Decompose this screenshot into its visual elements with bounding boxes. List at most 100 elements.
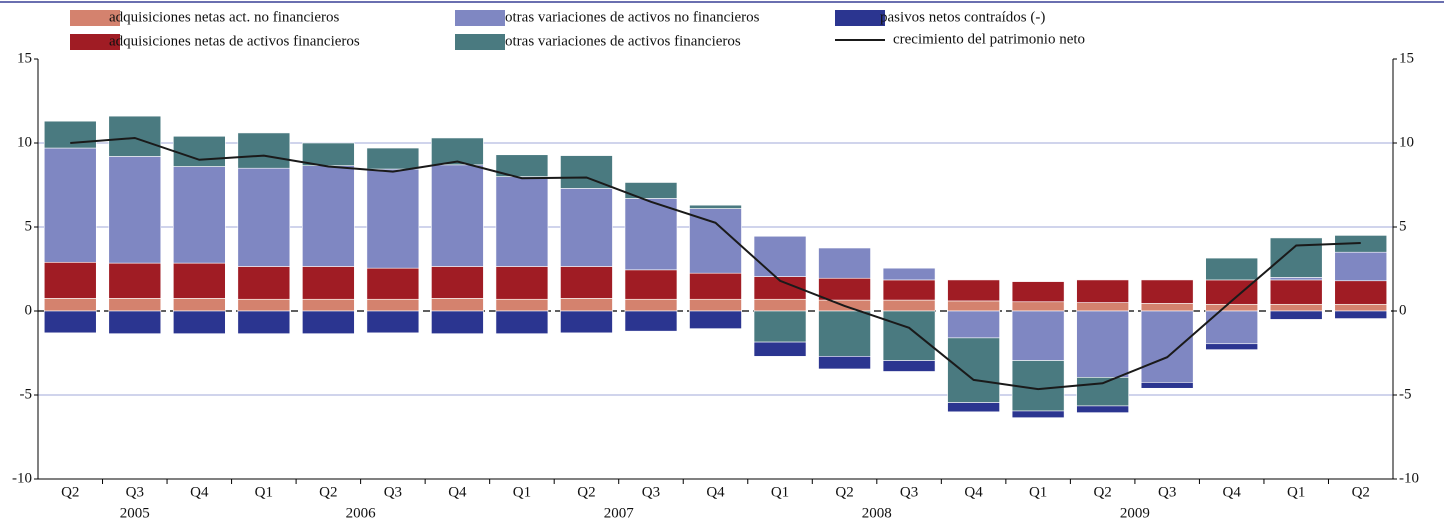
bar-segment xyxy=(1269,310,1323,320)
legend-label: crecimiento del patrimonio neto xyxy=(893,31,1085,47)
bar-segment xyxy=(947,300,1000,312)
x-tick-label: Q4 xyxy=(190,484,209,500)
x-tick-label: Q2 xyxy=(319,484,337,500)
bar-segment xyxy=(947,402,1000,413)
x-tick-label: Q2 xyxy=(1352,484,1370,500)
bar-segment xyxy=(947,310,1000,339)
bar-segment xyxy=(431,164,484,267)
bar-segment xyxy=(560,310,613,334)
bar-segment xyxy=(173,310,226,334)
bar-segment xyxy=(624,198,678,271)
y2-tick-label: 5 xyxy=(1399,218,1407,234)
legend-swatch xyxy=(70,34,120,50)
y-tick-label: 5 xyxy=(25,218,33,234)
bar-segment xyxy=(882,360,936,372)
y-tick-label: -5 xyxy=(20,386,33,402)
legend-swatch xyxy=(70,10,120,26)
bar-segment xyxy=(173,262,226,299)
y2-tick-label: 15 xyxy=(1399,50,1414,66)
bar-segment xyxy=(431,266,484,299)
year-label: 2005 xyxy=(120,505,150,521)
bar-segment xyxy=(1205,303,1258,312)
bar-segment xyxy=(495,298,549,312)
x-tick-label: Q2 xyxy=(577,484,595,500)
bar-segment xyxy=(108,115,162,157)
legend-label: pasivos netos contraídos (-) xyxy=(880,9,1045,25)
bar-segment xyxy=(1011,301,1065,312)
bar-segment xyxy=(1269,303,1323,312)
bar-segment xyxy=(753,298,807,312)
bar-segment xyxy=(947,279,1000,302)
x-tick-label: Q3 xyxy=(384,484,402,500)
bar-segment xyxy=(173,135,226,167)
bar-segment xyxy=(624,269,678,300)
legend-label: otras variaciones de activos no financie… xyxy=(505,9,760,25)
x-tick-label: Q3 xyxy=(1158,484,1176,500)
bar-segment xyxy=(495,266,549,300)
x-tick-label: Q4 xyxy=(706,484,725,500)
bar-segment xyxy=(560,266,613,299)
bar-segment xyxy=(689,204,742,209)
net-worth-line xyxy=(70,136,1361,391)
year-label: 2009 xyxy=(1120,505,1150,521)
bar-segment xyxy=(237,167,291,267)
bar-segment xyxy=(689,208,742,274)
bar-segment xyxy=(882,267,936,281)
bar-segment xyxy=(43,298,97,312)
y-tick-label: 15 xyxy=(17,50,32,66)
bar-segment xyxy=(1140,279,1194,304)
y2-tick-label: 0 xyxy=(1399,302,1407,318)
bar-segment xyxy=(1334,303,1388,312)
bar-segment xyxy=(1205,343,1258,350)
bar-segment xyxy=(560,188,613,267)
bar-segment xyxy=(431,298,484,312)
bar-segment xyxy=(1076,310,1129,378)
bar-segment xyxy=(108,298,162,312)
bar-segment xyxy=(302,266,355,300)
bar-segment xyxy=(689,298,742,312)
bar-segment xyxy=(1076,279,1129,303)
bar-segment xyxy=(1011,281,1065,303)
bar-segment xyxy=(1269,279,1323,305)
x-tick-label: Q4 xyxy=(448,484,467,500)
bar-segment xyxy=(1076,302,1129,312)
bar-segment xyxy=(1140,382,1194,389)
bar-segment xyxy=(1334,280,1388,305)
year-label: 2008 xyxy=(862,505,892,521)
bar-segment xyxy=(1334,310,1388,319)
x-tick-label: Q3 xyxy=(642,484,660,500)
bar-segment xyxy=(173,166,226,264)
bar-segment xyxy=(882,279,936,301)
bar-segment xyxy=(1076,377,1129,407)
bar-segment xyxy=(818,310,871,357)
bar-segment xyxy=(302,142,355,166)
bar-segment xyxy=(1076,405,1129,413)
bar-segment xyxy=(689,272,742,300)
bar-segment xyxy=(1011,410,1065,418)
legend-swatch xyxy=(455,10,505,26)
bar-segment xyxy=(560,155,613,189)
bar-segment xyxy=(818,247,871,279)
y-tick-label: 10 xyxy=(17,134,32,150)
year-label: 2007 xyxy=(604,505,635,521)
bar-segment xyxy=(947,337,1000,403)
y-tick-label: -10 xyxy=(12,470,32,486)
bar-segment xyxy=(1140,303,1194,312)
bar-segment xyxy=(43,261,97,299)
bar-segment xyxy=(366,147,420,170)
bar-segment xyxy=(624,310,678,332)
x-tick-label: Q2 xyxy=(835,484,853,500)
bar-segment xyxy=(624,298,678,312)
legend-swatch xyxy=(455,34,505,50)
bar-segment xyxy=(495,310,549,334)
bar-segment xyxy=(366,310,420,334)
bar-segment xyxy=(302,298,355,312)
bar-segment xyxy=(366,168,420,269)
legend-label: adquisiciones netas act. no financieros xyxy=(109,9,340,25)
x-tick-label: Q1 xyxy=(1029,484,1047,500)
bar-segment xyxy=(689,310,742,329)
bar-segment xyxy=(1011,310,1065,361)
bar-segment xyxy=(882,310,936,361)
bar-segment xyxy=(882,299,936,312)
